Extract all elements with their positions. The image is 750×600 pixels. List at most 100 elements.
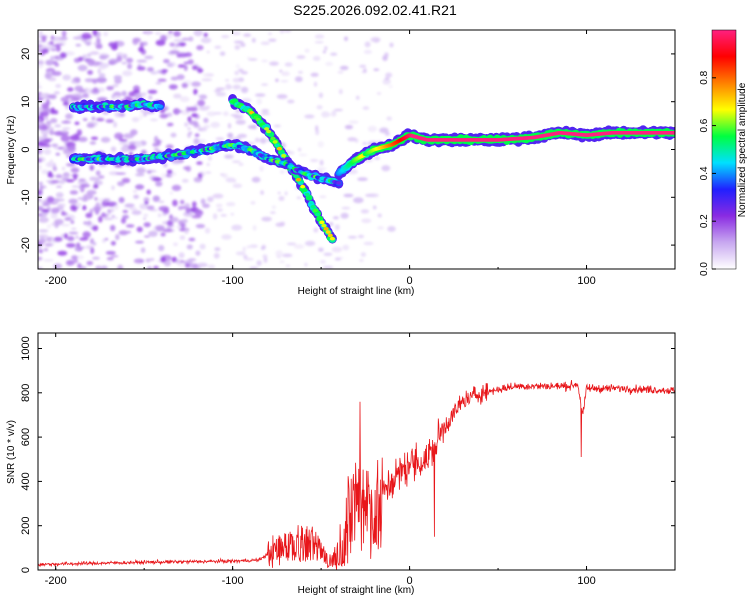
spectral-noise-blob (235, 251, 246, 256)
spectral-noise-blob (157, 78, 167, 82)
spectral-noise-blob (39, 93, 46, 99)
spectral-noise-blob (215, 137, 225, 141)
spectral-noise-blob (77, 263, 82, 269)
spectral-noise-blob (105, 119, 114, 123)
spectral-noise-blob (57, 250, 68, 256)
spectral-noise-blob (314, 34, 325, 39)
y-tick-label: 1000 (20, 336, 32, 360)
spectral-noise-blob (373, 38, 380, 43)
y-tick-label: 20 (20, 48, 32, 60)
spectral-noise-blob (216, 208, 223, 212)
spectral-noise-blob (213, 252, 220, 259)
y-tick-label: 10 (20, 96, 32, 108)
spectral-noise-blob (75, 235, 79, 239)
spectral-noise-blob (317, 141, 324, 148)
spectral-noise-blob (319, 195, 327, 198)
spectral-noise-blob (69, 190, 79, 195)
spectral-noise-blob (89, 51, 100, 55)
spectral-noise-blob (268, 32, 272, 35)
spectral-noise-blob (261, 216, 272, 222)
spectral-noise-blob (144, 235, 150, 238)
spectral-noise-blob (221, 35, 230, 39)
spectral-noise-blob (341, 207, 351, 210)
spectral-noise-blob (99, 55, 108, 60)
spectral-noise-blob (275, 222, 285, 227)
spectral-noise-blob (205, 105, 211, 109)
spectral-noise-blob (188, 36, 194, 42)
spectral-noise-blob (110, 224, 116, 232)
spectral-noise-blob (133, 194, 140, 199)
spectrogram-frame (37, 29, 676, 270)
spectral-noise-blob (172, 46, 178, 50)
spectral-noise-blob (175, 43, 181, 48)
spectral-noise-blob (53, 263, 62, 269)
spectral-noise-blob (249, 244, 258, 248)
spectral-noise-blob (38, 239, 46, 244)
spectral-noise-blob (135, 184, 145, 190)
spectral-noise-blob (124, 203, 135, 208)
spectral-noise-blob (372, 205, 377, 210)
spectral-noise-blob (249, 266, 259, 269)
ridge-peak (672, 131, 675, 135)
spectral-noise-blob (325, 61, 333, 66)
spectral-noise-blob (168, 84, 178, 90)
spectral-noise-blob (169, 191, 173, 195)
spectral-noise-blob (172, 199, 178, 207)
spectral-noise-blob (139, 203, 148, 210)
spectral-noise-blob (204, 227, 211, 234)
spectral-noise-blob (382, 78, 391, 85)
spectral-noise-blob (92, 256, 100, 260)
spectral-noise-blob (382, 55, 388, 61)
spectral-noise-blob (214, 45, 222, 49)
spectral-noise-blob (242, 246, 246, 252)
spectral-noise-blob (187, 132, 191, 138)
spectral-noise-blob (39, 236, 45, 239)
spectral-noise-blob (77, 64, 88, 72)
spectral-noise-blob (207, 196, 214, 203)
spectral-noise-blob (200, 198, 206, 205)
ridge-peak (266, 129, 272, 134)
spectral-noise-blob (103, 217, 114, 220)
spectral-noise-blob (92, 87, 99, 93)
spectral-noise-blob (279, 69, 283, 73)
spectral-noise-blob (173, 38, 185, 43)
spectral-noise-blob (142, 41, 148, 46)
spectral-noise-blob (280, 169, 285, 174)
spectral-noise-blob (363, 241, 374, 246)
spectral-noise-blob (197, 68, 204, 74)
spectral-noise-blob (38, 82, 41, 86)
spectral-noise-blob (58, 179, 66, 185)
spectral-noise-blob (38, 229, 49, 233)
spectral-noise-blob (194, 133, 200, 137)
ridge-peak (268, 133, 274, 137)
spectral-noise-blob (105, 251, 116, 255)
spectral-noise-blob (69, 134, 80, 141)
spectral-noise-blob (227, 123, 232, 129)
spectral-noise-blob (210, 121, 220, 128)
spectral-noise-blob (121, 90, 127, 97)
snr-x-axis-label: Height of straight line (km) (298, 585, 415, 596)
spectral-noise-blob (166, 226, 172, 230)
spectral-noise-blob (268, 38, 277, 42)
y-tick-label: 0 (20, 146, 32, 152)
spectral-noise-blob (166, 169, 173, 175)
spectral-noise-blob (377, 226, 384, 230)
spectral-noise-blob (318, 247, 324, 252)
spectral-noise-blob (143, 213, 149, 218)
spectral-noise-blob (39, 111, 49, 117)
spectral-noise-blob (61, 120, 72, 124)
spectral-noise-blob (150, 71, 158, 75)
spectral-noise-blob (168, 30, 173, 34)
spectral-noise-blob (73, 173, 78, 181)
spectral-noise-blob (347, 137, 357, 142)
x-tick-label: 100 (577, 575, 595, 587)
spectral-noise-blob (235, 64, 240, 69)
spectral-noise-blob (226, 202, 236, 207)
spectral-noise-blob (359, 259, 364, 262)
ridge-peak (329, 236, 335, 241)
spectral-noise-blob (136, 59, 148, 63)
spectral-noise-blob (54, 63, 60, 67)
spectral-noise-blob (108, 61, 116, 65)
spectral-noise-blob (242, 98, 252, 103)
